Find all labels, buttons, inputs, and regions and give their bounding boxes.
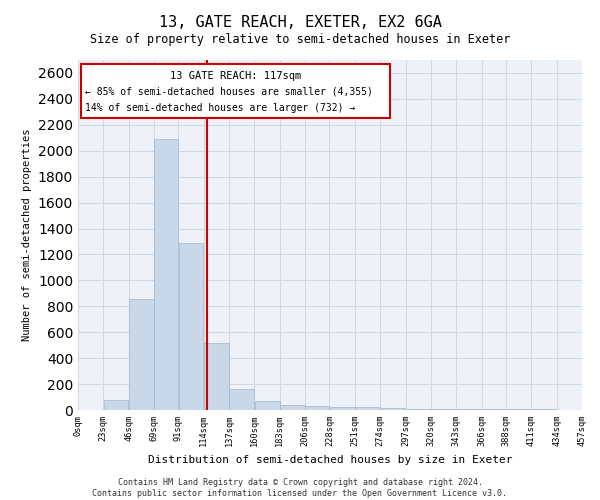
Bar: [179, 243, 203, 410]
Bar: [305, 406, 329, 410]
FancyBboxPatch shape: [80, 64, 391, 118]
Bar: [280, 405, 305, 410]
Bar: [129, 299, 154, 410]
Text: Size of property relative to semi-detached houses in Exeter: Size of property relative to semi-detach…: [90, 32, 510, 46]
Bar: [355, 408, 380, 410]
Text: ← 85% of semi-detached houses are smaller (4,355): ← 85% of semi-detached houses are smalle…: [85, 87, 373, 97]
Text: Contains HM Land Registry data © Crown copyright and database right 2024.
Contai: Contains HM Land Registry data © Crown c…: [92, 478, 508, 498]
Text: 14% of semi-detached houses are larger (732) →: 14% of semi-detached houses are larger (…: [85, 103, 355, 113]
Bar: [154, 139, 178, 410]
Bar: [380, 408, 405, 410]
Bar: [330, 407, 355, 410]
Text: 13, GATE REACH, EXETER, EX2 6GA: 13, GATE REACH, EXETER, EX2 6GA: [158, 15, 442, 30]
Bar: [204, 343, 229, 410]
Bar: [431, 408, 456, 410]
Bar: [229, 390, 254, 410]
X-axis label: Distribution of semi-detached houses by size in Exeter: Distribution of semi-detached houses by …: [148, 454, 512, 464]
Bar: [104, 400, 128, 410]
Y-axis label: Number of semi-detached properties: Number of semi-detached properties: [22, 128, 32, 341]
Bar: [255, 401, 280, 410]
Text: 13 GATE REACH: 117sqm: 13 GATE REACH: 117sqm: [170, 70, 301, 81]
Bar: [406, 408, 431, 410]
